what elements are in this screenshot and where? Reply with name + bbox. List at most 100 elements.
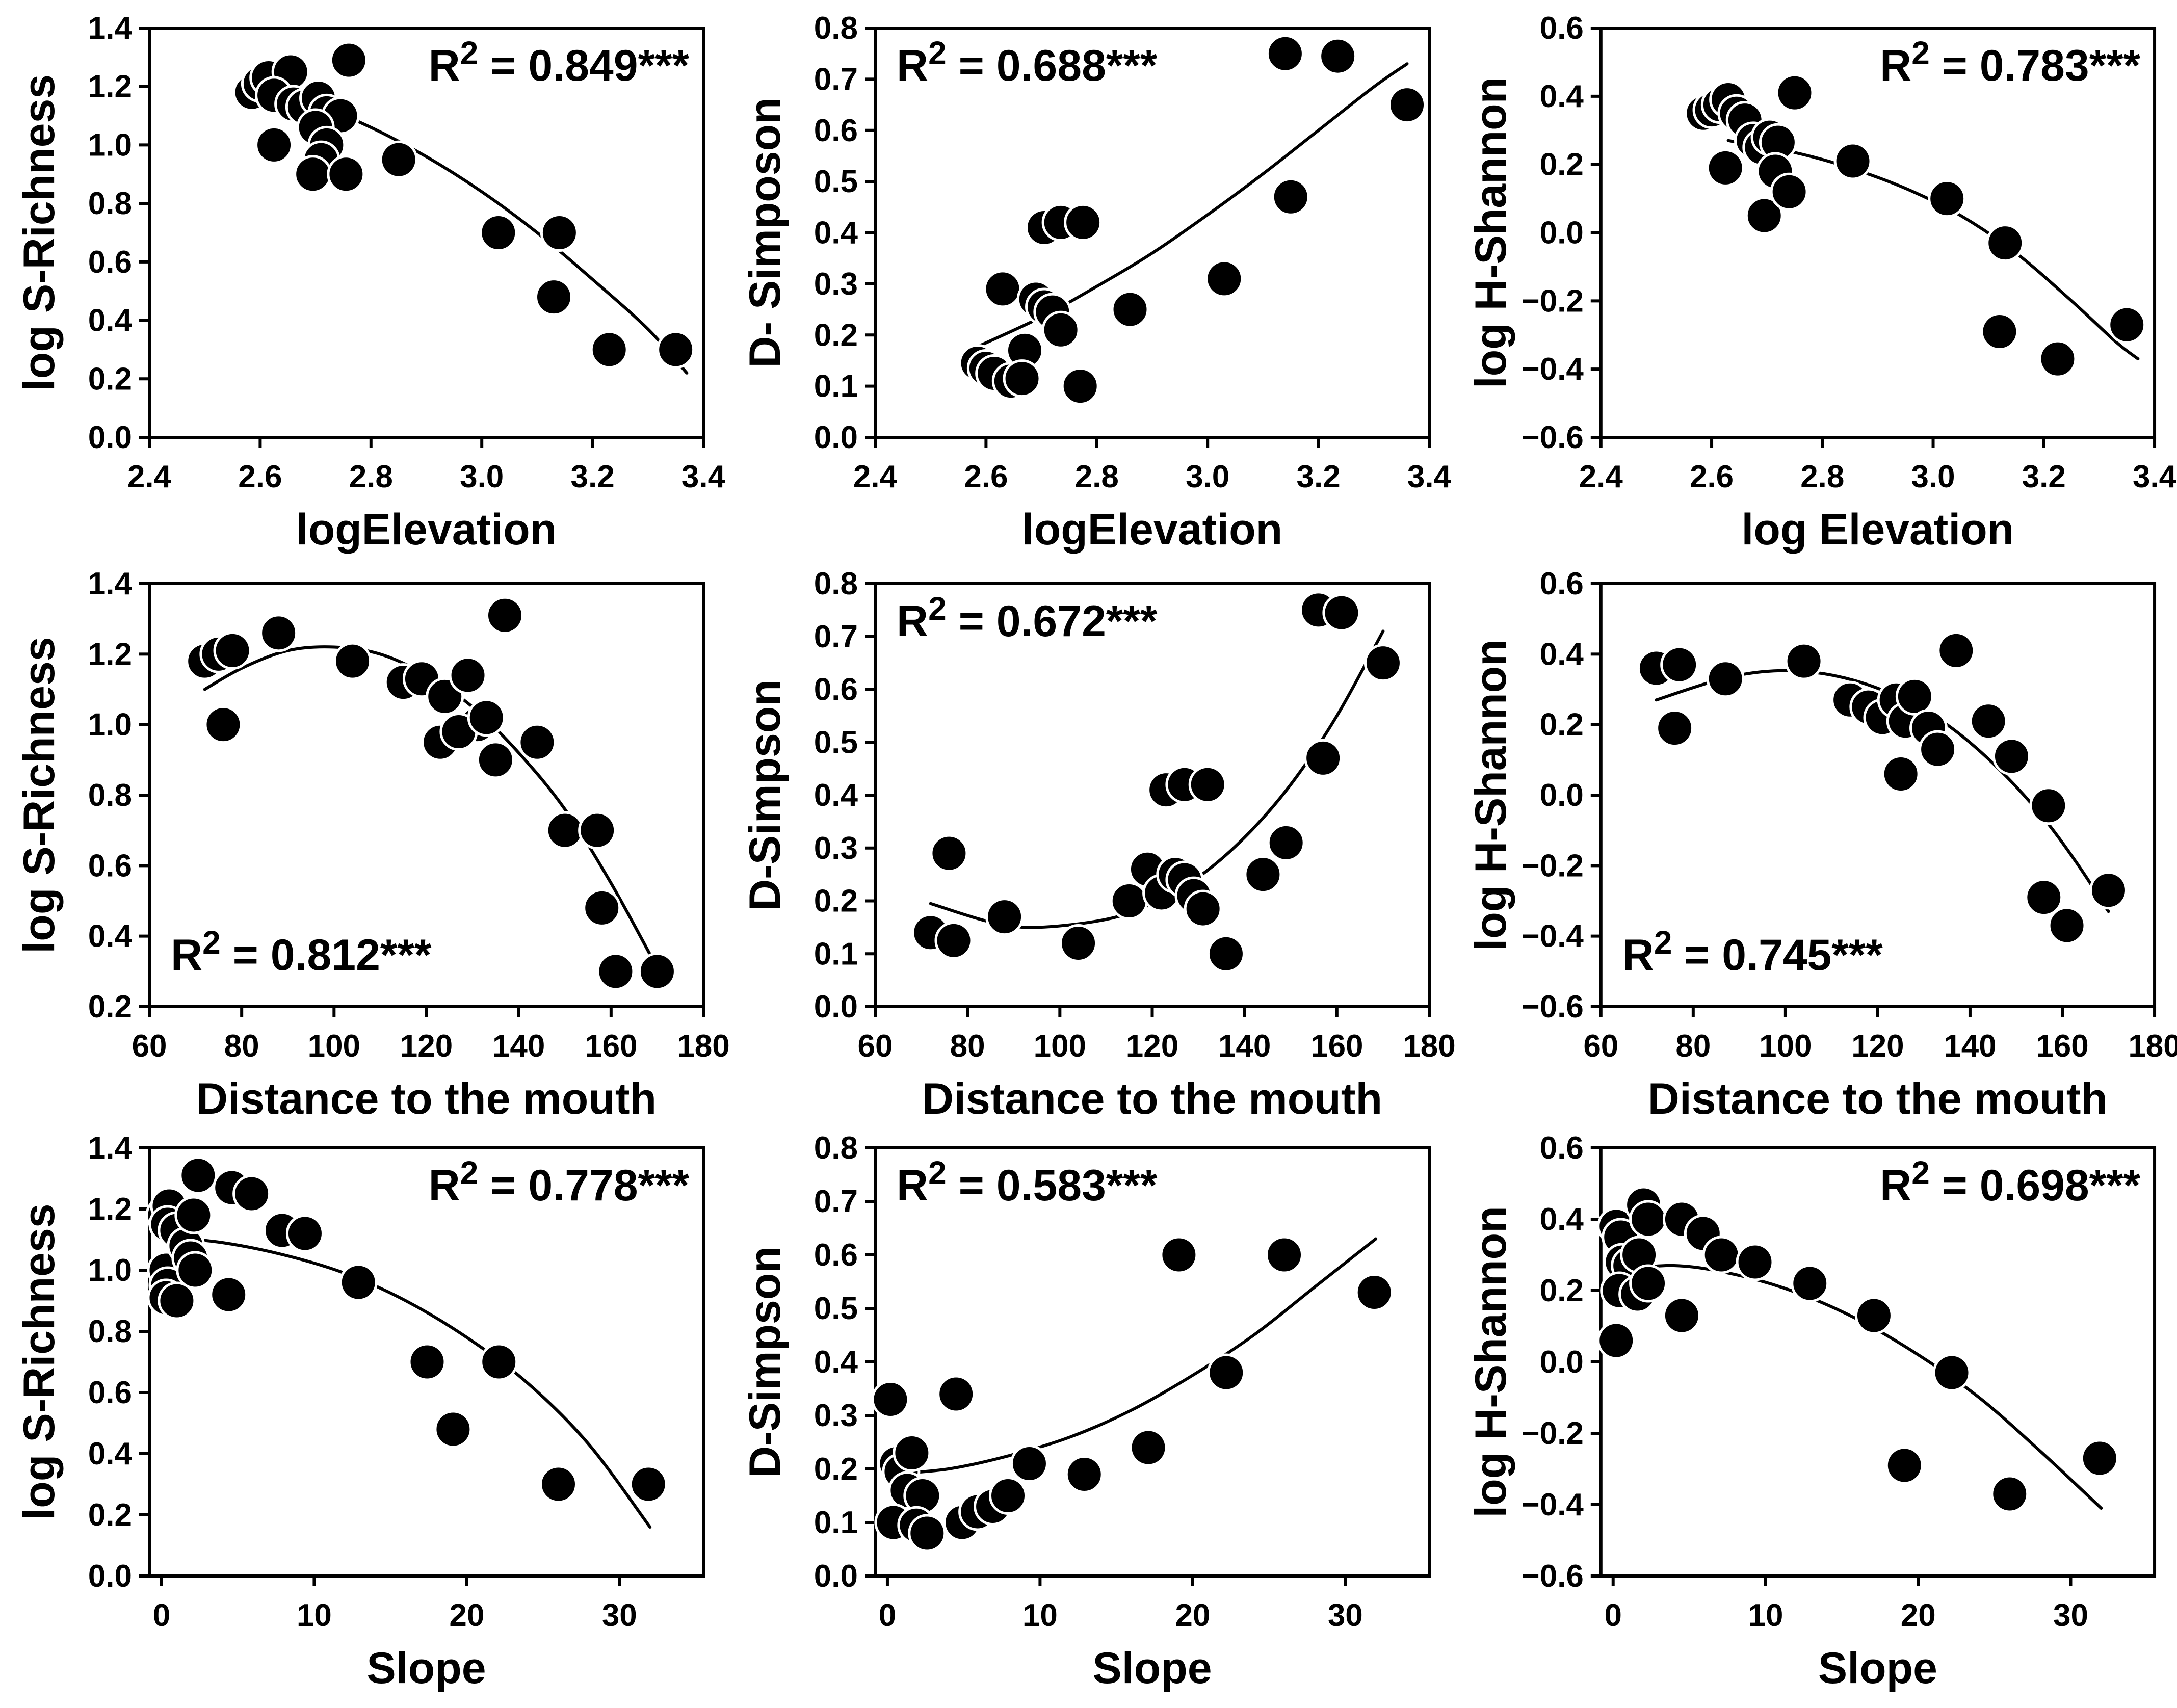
data-point [1791,1264,1829,1303]
x-tick-label: 160 [1310,1029,1363,1064]
r-squared-value: = 0.583*** [947,1161,1158,1210]
y-axis-title: log S-Richness [15,74,64,391]
data-point [1363,644,1402,682]
y-tick-label: −0.2 [1522,848,1584,883]
data-point [1322,593,1361,632]
data-point [1706,660,1745,698]
chart-canvas: −0.6 −0.4 −0.2 0.0 0.2 0.4 0.6 60 80 100 120 140 160… [1466,566,2177,1123]
y-tick-label: 0.1 [814,369,858,404]
r-squared-annotation: R2 = 0.583*** [897,1154,1158,1210]
x-axis-title: Distance to the mouth [922,1074,1382,1123]
y-tick-label: 1.4 [88,11,133,46]
data-point [449,656,487,695]
data-point [1937,631,1976,670]
y-tick-label: 0.0 [1540,215,1584,250]
plot-frame [148,27,705,439]
data-point [596,952,635,991]
x-tick-label: 3.2 [570,459,614,494]
y-tick-label: 1.0 [88,127,132,163]
r-squared-value: = 0.672*** [947,597,1158,646]
y-tick-label: −0.6 [1522,1559,1584,1594]
y-axis-title: D- Simposon [741,97,790,367]
x-axis-title: Distance to the mouth [1648,1074,2108,1123]
data-point [158,1281,196,1320]
y-tick-label: 0.6 [88,1375,132,1410]
data-point [545,811,584,850]
data-point [983,270,1022,308]
r-squared-superscript: 2 [202,924,221,961]
chart-canvas: 0.0 0.1 0.2 0.3 0.4 0.5 0.6 0.7 0.8 2.4 2.6 2.8 3.0 3… [741,11,1452,554]
x-tick-label: 2.4 [1579,459,1623,494]
y-axis-title: log S-Richness [15,1203,64,1520]
r-squared-value: = 0.688*** [947,41,1158,90]
data-point [539,1465,578,1504]
x-tick-label: 80 [224,1029,259,1064]
data-point [2089,871,2128,910]
chart-canvas: −0.6 −0.4 −0.2 0.0 0.2 0.4 0.6 2.4 2.6 2.8 3.0 3.2 3… [1466,11,2177,554]
r-squared-superscript: 2 [460,1154,479,1191]
y-tick-label: 0.6 [814,1238,858,1273]
data-point [1770,172,1808,211]
data-point [893,1434,931,1472]
data-point [1986,224,2025,262]
subplot-r2c2: 0.0 0.1 0.2 0.3 0.4 0.5 0.6 0.7 0.8 60 80 100 120 140… [726,566,1456,1139]
data-point [209,1275,248,1314]
y-tick-label: 0.2 [1540,147,1584,182]
x-tick-label: 180 [2128,1029,2177,1064]
y-tick-label: 0.8 [88,1314,132,1349]
chart-canvas: 0.0 0.1 0.2 0.3 0.4 0.5 0.6 0.7 0.8 60 80 100 120 140… [741,566,1456,1123]
x-tick-label: 2.4 [853,459,898,494]
y-tick-label: 1.2 [88,1192,132,1227]
data-point [1775,73,1814,112]
data-point [1207,1353,1246,1392]
y-tick-label: 0.2 [88,361,132,397]
data-point [518,723,557,761]
r-squared-value: = 0.698*** [1930,1161,2141,1210]
x-tick-label: 2.4 [127,459,172,494]
data-point [590,330,628,369]
data-point [327,155,365,194]
data-point [285,1214,324,1253]
data-point [1785,642,1823,680]
data-point [1188,765,1227,804]
r-squared-value: = 0.783*** [1930,41,2141,90]
y-tick-label: 0.2 [1540,1273,1584,1308]
data-point [329,41,368,80]
y-tick-label: 0.3 [814,267,858,302]
y-tick-label: 0.0 [1540,1345,1584,1380]
data-point [2025,878,2063,917]
y-tick-label: 0.8 [814,566,858,601]
data-point [1702,1236,1741,1274]
data-point [408,1343,447,1381]
x-tick-label: 2.8 [1075,459,1119,494]
y-tick-label: 0.0 [1540,778,1584,813]
data-point [2108,305,2146,344]
chart-canvas: 0.0 0.1 0.2 0.3 0.4 0.5 0.6 0.7 0.8 0 10 20 30 R2 = 0… [741,1131,1431,1693]
data-point [638,952,676,991]
y-tick-label: 0.6 [1540,11,1584,46]
x-axis-title: logElevation [1022,505,1282,554]
y-tick-label: 1.0 [88,1253,132,1288]
x-tick-label: 60 [858,1029,893,1064]
y-tick-label: 0.3 [814,831,858,866]
data-point [1266,34,1304,73]
y-tick-label: −0.2 [1522,283,1584,319]
y-tick-label: 0.1 [814,936,858,971]
subplot-r1c3: −0.6 −0.4 −0.2 0.0 0.2 0.4 0.6 2.4 2.6 2.8 3.0 3.2 3… [1452,0,2177,569]
data-point [1059,924,1098,962]
x-tick-label: 3.4 [1407,459,1452,494]
y-tick-label: 0.2 [814,884,858,919]
data-point [485,596,524,635]
data-point [540,214,579,252]
data-point [476,741,515,779]
data-point [2080,1439,2119,1478]
x-tick-label: 3.0 [460,459,504,494]
r-squared-annotation: R2 = 0.672*** [897,590,1158,646]
data-point [1629,1264,1668,1303]
data-point [583,888,621,927]
x-axis-title: Slope [1092,1644,1212,1693]
fit-curve [160,1235,652,1529]
y-tick-label: 0.2 [814,1452,858,1487]
data-point [1919,730,1957,769]
y-tick-label: 0.4 [1540,1202,1584,1237]
